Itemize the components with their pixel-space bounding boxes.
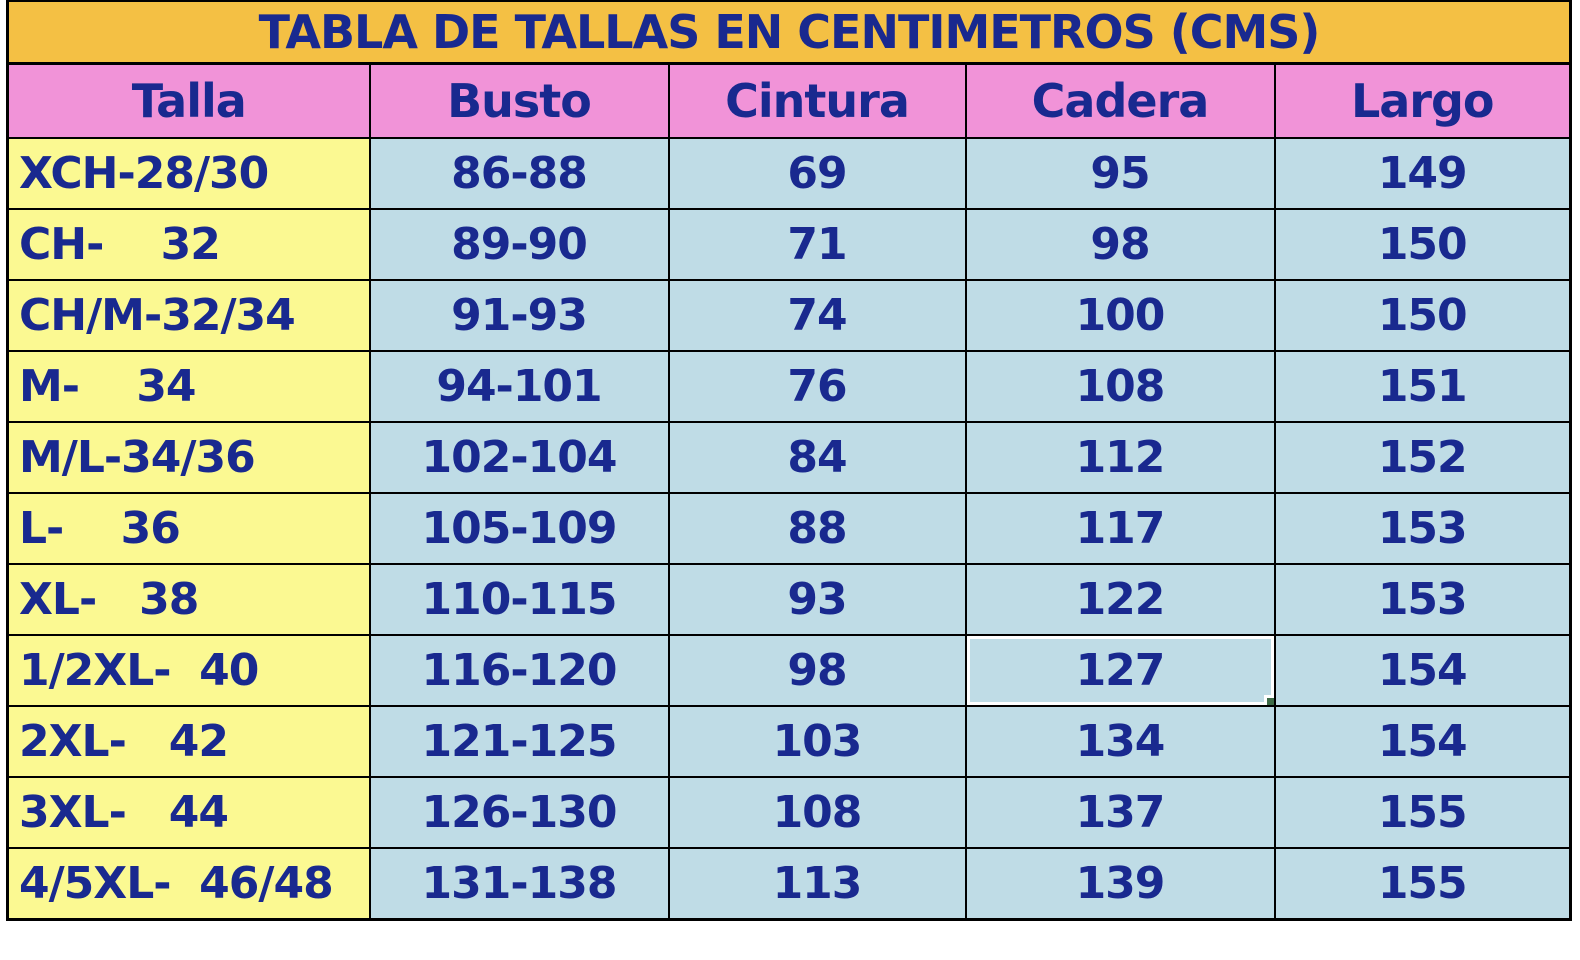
- cell-cadera[interactable]: 100: [964, 279, 1276, 352]
- column-header-largo[interactable]: Largo: [1273, 62, 1572, 139]
- cell-cadera[interactable]: 108: [964, 350, 1276, 423]
- table-row: M- 34 94-101 76 108 151: [6, 350, 1572, 423]
- table-row: CH- 32 89-90 71 98 150: [6, 208, 1572, 281]
- selected-cell[interactable]: 127: [964, 634, 1276, 707]
- cell-talla[interactable]: M/L-34/36: [6, 421, 371, 494]
- cell-cadera[interactable]: 122: [964, 563, 1276, 636]
- cell-cadera[interactable]: 134: [964, 705, 1276, 778]
- cell-talla[interactable]: L- 36: [6, 492, 371, 565]
- cell-talla[interactable]: M- 34: [6, 350, 371, 423]
- table-row: M/L-34/36 102-104 84 112 152: [6, 421, 1572, 494]
- cell-cintura[interactable]: 88: [667, 492, 967, 565]
- cell-cintura[interactable]: 74: [667, 279, 967, 352]
- cell-cadera[interactable]: 95: [964, 137, 1276, 210]
- cell-talla[interactable]: 3XL- 44: [6, 776, 371, 849]
- cell-cintura[interactable]: 84: [667, 421, 967, 494]
- column-header-talla[interactable]: Talla: [6, 62, 371, 139]
- cell-largo[interactable]: 154: [1273, 705, 1572, 778]
- cell-largo[interactable]: 149: [1273, 137, 1572, 210]
- cell-talla[interactable]: 4/5XL- 46/48: [6, 847, 371, 921]
- cell-busto[interactable]: 121-125: [368, 705, 670, 778]
- cell-cintura[interactable]: 98: [667, 634, 967, 707]
- table-row: 1/2XL- 40 116-120 98 127 154: [6, 634, 1572, 707]
- cell-cintura[interactable]: 113: [667, 847, 967, 921]
- table-row: XCH-28/30 86-88 69 95 149: [6, 137, 1572, 210]
- cell-busto[interactable]: 102-104: [368, 421, 670, 494]
- column-header-busto[interactable]: Busto: [368, 62, 670, 139]
- cell-cadera[interactable]: 139: [964, 847, 1276, 921]
- cell-busto[interactable]: 105-109: [368, 492, 670, 565]
- cell-cintura[interactable]: 71: [667, 208, 967, 281]
- cell-cintura[interactable]: 108: [667, 776, 967, 849]
- cell-cintura[interactable]: 76: [667, 350, 967, 423]
- cell-largo[interactable]: 150: [1273, 279, 1572, 352]
- cell-largo[interactable]: 153: [1273, 492, 1572, 565]
- cell-busto[interactable]: 94-101: [368, 350, 670, 423]
- table-row: 3XL- 44 126-130 108 137 155: [6, 776, 1572, 849]
- cell-talla[interactable]: XCH-28/30: [6, 137, 371, 210]
- cell-largo[interactable]: 152: [1273, 421, 1572, 494]
- table-title: TABLA DE TALLAS EN CENTIMETROS (CMS): [6, 0, 1572, 65]
- cell-largo[interactable]: 155: [1273, 776, 1572, 849]
- cell-cintura[interactable]: 93: [667, 563, 967, 636]
- column-header-cadera[interactable]: Cadera: [964, 62, 1276, 139]
- cell-busto[interactable]: 91-93: [368, 279, 670, 352]
- cell-largo[interactable]: 151: [1273, 350, 1572, 423]
- cell-cintura[interactable]: 69: [667, 137, 967, 210]
- cell-busto[interactable]: 116-120: [368, 634, 670, 707]
- table-row: L- 36 105-109 88 117 153: [6, 492, 1572, 565]
- cell-busto[interactable]: 89-90: [368, 208, 670, 281]
- table-row: 4/5XL- 46/48 131-138 113 139 155: [6, 847, 1572, 921]
- fill-handle[interactable]: [1263, 695, 1273, 704]
- header-row: Talla Busto Cintura Cadera Largo: [6, 62, 1572, 139]
- cell-cintura[interactable]: 103: [667, 705, 967, 778]
- cell-talla[interactable]: 2XL- 42: [6, 705, 371, 778]
- title-row: TABLA DE TALLAS EN CENTIMETROS (CMS): [6, 0, 1572, 65]
- cell-busto[interactable]: 110-115: [368, 563, 670, 636]
- cell-talla[interactable]: CH/M-32/34: [6, 279, 371, 352]
- table-row: 2XL- 42 121-125 103 134 154: [6, 705, 1572, 778]
- cell-talla[interactable]: CH- 32: [6, 208, 371, 281]
- column-header-cintura[interactable]: Cintura: [667, 62, 967, 139]
- cell-largo[interactable]: 155: [1273, 847, 1572, 921]
- cell-busto[interactable]: 86-88: [368, 137, 670, 210]
- cell-talla[interactable]: 1/2XL- 40: [6, 634, 371, 707]
- cell-cadera[interactable]: 117: [964, 492, 1276, 565]
- cell-largo[interactable]: 153: [1273, 563, 1572, 636]
- cell-talla[interactable]: XL- 38: [6, 563, 371, 636]
- cell-largo[interactable]: 154: [1273, 634, 1572, 707]
- cell-largo[interactable]: 150: [1273, 208, 1572, 281]
- cell-busto[interactable]: 131-138: [368, 847, 670, 921]
- size-chart-table: TABLA DE TALLAS EN CENTIMETROS (CMS) Tal…: [6, 0, 1572, 921]
- table-row: CH/M-32/34 91-93 74 100 150: [6, 279, 1572, 352]
- selected-cell-value: 127: [1075, 645, 1166, 696]
- table-row: XL- 38 110-115 93 122 153: [6, 563, 1572, 636]
- cell-cadera[interactable]: 112: [964, 421, 1276, 494]
- cell-busto[interactable]: 126-130: [368, 776, 670, 849]
- spreadsheet: TABLA DE TALLAS EN CENTIMETROS (CMS) Tal…: [6, 0, 1572, 921]
- cell-cadera[interactable]: 98: [964, 208, 1276, 281]
- cell-cadera[interactable]: 137: [964, 776, 1276, 849]
